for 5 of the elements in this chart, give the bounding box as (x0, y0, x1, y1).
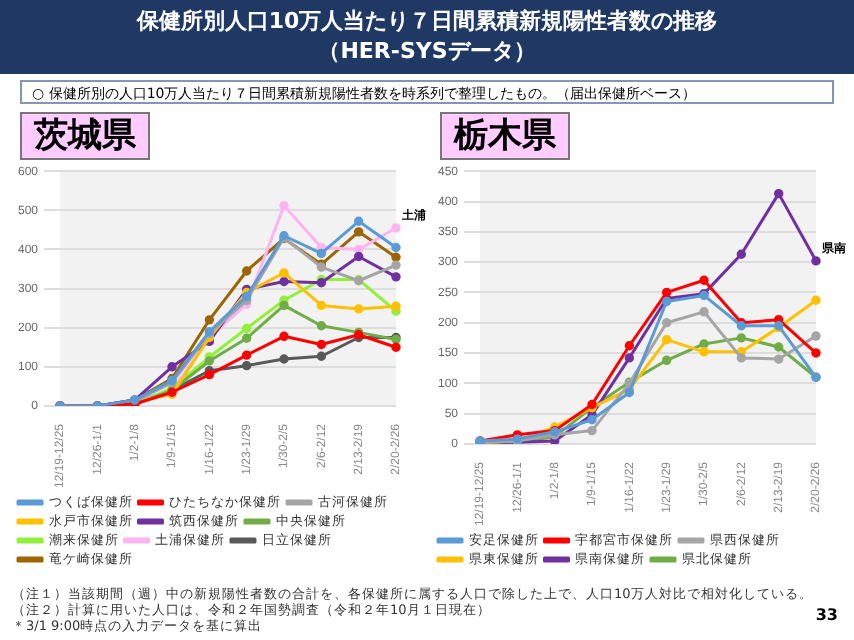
chart-title: 栃木県 (440, 112, 570, 160)
chart-title: 茨城県 (20, 112, 150, 160)
text: （HER-SYSデータ） (316, 36, 538, 66)
text: 保健所別人口10万人当たり７日間累積新規陽性者数の推移 (134, 6, 720, 36)
text: 33 (815, 606, 838, 624)
